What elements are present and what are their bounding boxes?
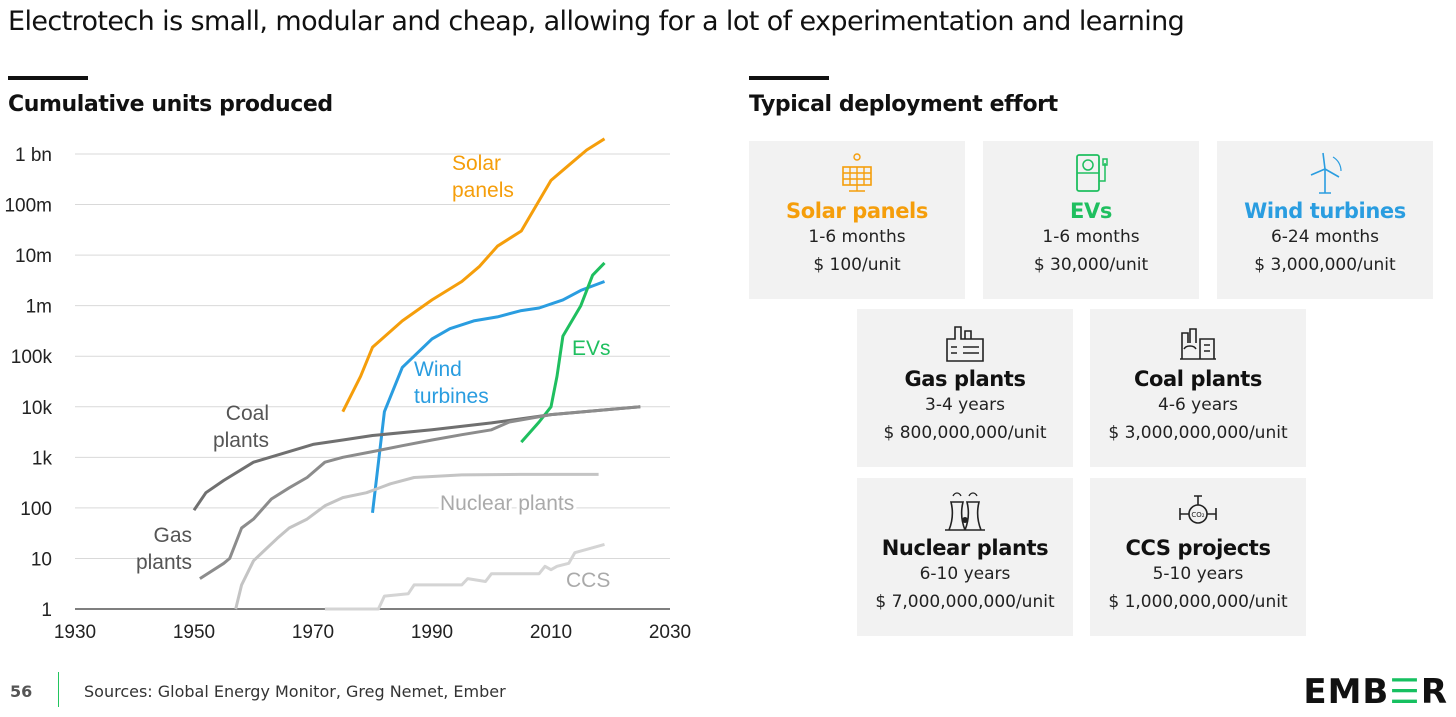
series-line-solar-panels	[341, 137, 606, 413]
series-line-gas-plants	[199, 405, 641, 580]
y-tick-label: 100m	[4, 196, 52, 217]
y-tick-label: 100k	[11, 347, 53, 368]
series-line-wind-turbines	[371, 280, 606, 513]
card-title: Nuclear plants	[881, 536, 1049, 560]
card-nuclear-plants: Nuclear plants 6-10 years $ 7,000,000,00…	[857, 478, 1073, 636]
y-tick-label: 1k	[32, 448, 53, 469]
card-cost: $ 100/unit	[813, 255, 901, 275]
card-time: 6-24 months	[1270, 227, 1380, 247]
footer-divider	[58, 672, 59, 707]
card-title: CCS projects	[1125, 536, 1271, 560]
card-gas-plants: Gas plants 3-4 years $ 800,000,000/unit	[857, 309, 1073, 467]
x-tick-label: 1950	[173, 622, 215, 643]
series-line-evs	[520, 261, 606, 444]
card-title: EVs	[1070, 199, 1112, 223]
series-label: Solar	[452, 152, 501, 175]
x-tick-label: 2030	[649, 622, 691, 643]
ccs-icon: CO₂	[1179, 495, 1217, 524]
card-title: Solar panels	[786, 199, 928, 223]
card-cost: $ 800,000,000/unit	[883, 423, 1047, 443]
gas-plant-icon	[946, 326, 984, 362]
card-ccs-projects: CO₂ CCS projects 5-10 years $ 1,000,000,…	[1090, 478, 1306, 636]
svg-text:CO₂: CO₂	[1191, 511, 1204, 519]
ev-charger-icon	[1076, 154, 1108, 192]
card-title: Gas plants	[904, 367, 1026, 391]
card-cost: $ 3,000,000/unit	[1254, 255, 1396, 275]
series-line-ccs	[324, 542, 605, 611]
heading-rule	[749, 76, 829, 80]
cumulative-units-chart: 1 10 100 1k 10k 100k 1m 10m 100m 1 bn 1930 1950 1970…	[4, 137, 691, 643]
card-cost: $ 1,000,000,000/unit	[1108, 592, 1288, 612]
y-tick-label: 1 bn	[15, 145, 52, 166]
card-time: 1-6 months	[1042, 227, 1140, 247]
series-label: turbines	[414, 385, 489, 408]
series-label: CCS	[566, 569, 610, 592]
card-cost: $ 3,000,000,000/unit	[1108, 423, 1288, 443]
card-solar-panels: Solar panels 1-6 months $ 100/unit	[749, 141, 965, 299]
y-tick-label: 10	[31, 549, 52, 570]
ember-logo: EMB☰R	[1303, 672, 1448, 712]
page-number: 56	[10, 682, 33, 701]
x-tick-label: 1990	[411, 622, 453, 643]
y-tick-label: 10m	[15, 246, 52, 267]
series-line-coal-plants	[192, 405, 641, 512]
series-line-nuclear-plants	[234, 472, 599, 610]
sources: Sources: Global Energy Monitor, Greg Nem…	[84, 682, 506, 701]
x-tick-label: 1970	[292, 622, 334, 643]
card-cost: $ 30,000/unit	[1033, 255, 1149, 275]
card-wind-turbines: Wind turbines 6-24 months $ 3,000,000/un…	[1217, 141, 1433, 299]
x-tick-label: 2010	[530, 622, 572, 643]
card-time: 1-6 months	[808, 227, 906, 247]
y-tick-label: 1m	[26, 297, 52, 318]
x-tick-label: 1930	[54, 622, 96, 643]
card-time: 5-10 years	[1152, 564, 1244, 584]
series-label: Wind	[414, 358, 462, 381]
card-title: Wind turbines	[1244, 199, 1406, 223]
y-tick-label: 100	[20, 499, 52, 520]
series-label: plants	[136, 551, 192, 574]
series-label: panels	[452, 179, 514, 202]
card-coal-plants: Coal plants 4-6 years $ 3,000,000,000/un…	[1090, 309, 1306, 467]
heading-rule	[8, 76, 88, 80]
card-title: Coal plants	[1133, 367, 1262, 391]
y-tick-label: 1	[41, 600, 52, 621]
coal-plant-icon	[1180, 328, 1216, 360]
series-label: EVs	[572, 337, 611, 360]
card-time: 3-4 years	[925, 395, 1005, 415]
slide-title: Electrotech is small, modular and cheap,…	[8, 6, 1185, 37]
chart-heading: Cumulative units produced	[8, 92, 333, 117]
nuclear-plant-icon	[945, 492, 985, 531]
y-tick-label: 10k	[21, 398, 52, 419]
series-label: Gas	[153, 524, 192, 547]
solar-panel-icon	[842, 153, 872, 192]
card-cost: $ 7,000,000,000/unit	[875, 592, 1055, 612]
cards-heading: Typical deployment effort	[749, 92, 1058, 117]
card-time: 6-10 years	[919, 564, 1011, 584]
series-label: Nuclear plants	[440, 492, 574, 515]
series-label: plants	[213, 429, 269, 452]
series-label: Coal	[226, 402, 269, 425]
card-time: 4-6 years	[1158, 395, 1238, 415]
wind-turbine-icon	[1310, 152, 1342, 194]
card-evs: EVs 1-6 months $ 30,000/unit	[983, 141, 1199, 299]
